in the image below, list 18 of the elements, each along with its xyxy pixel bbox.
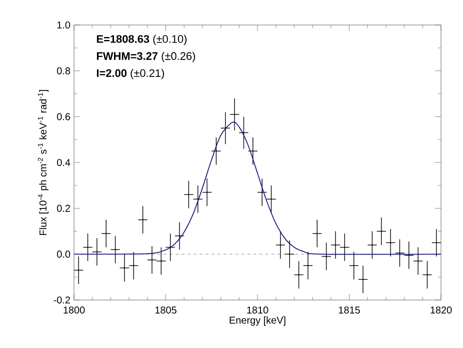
- y-tick-label: 1.0: [57, 21, 70, 29]
- annotation: FWHM=3.27 (±0.26): [96, 52, 196, 62]
- annotation: I=2.00 (±0.21): [96, 68, 164, 80]
- x-axis-title: Energy [keV]: [230, 316, 286, 326]
- y-tick-label: 0.2: [57, 204, 70, 212]
- x-tick-label: 1805: [155, 306, 176, 314]
- x-tick-label: 1820: [430, 306, 452, 314]
- x-tick-label: 1810: [247, 306, 268, 314]
- x-tick-label: 1800: [64, 306, 85, 314]
- text: Flux [10$^{-4}$ ph cm$^{-2}$ s$^{-1}$ keV$^{-1}$ rad$^{-1}$]: [38, 90, 48, 235]
- y-tick-label: 0.0: [57, 250, 70, 258]
- annotation: E=1808.63 (±0.10): [96, 34, 187, 46]
- line-series: [74, 122, 442, 255]
- y-tick-label: 0.6: [57, 113, 70, 120]
- x-tick-label: 1815: [338, 306, 360, 314]
- y-tick-label: 0.4: [57, 158, 70, 166]
- y-tick-label: -0.2: [54, 296, 70, 304]
- y-tick-label: 0.8: [57, 67, 70, 74]
